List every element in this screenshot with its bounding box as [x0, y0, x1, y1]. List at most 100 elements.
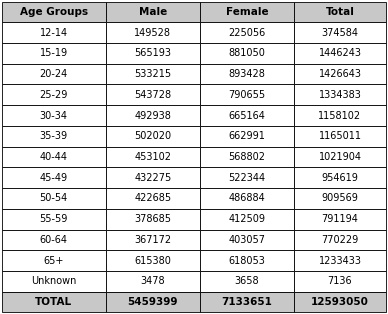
FancyBboxPatch shape [106, 84, 200, 105]
FancyBboxPatch shape [106, 43, 200, 64]
FancyBboxPatch shape [200, 271, 294, 292]
Text: 565193: 565193 [134, 48, 171, 58]
Text: Unknown: Unknown [31, 276, 76, 286]
FancyBboxPatch shape [200, 230, 294, 250]
FancyBboxPatch shape [294, 64, 386, 84]
Text: TOTAL: TOTAL [35, 297, 72, 307]
Text: 1334383: 1334383 [319, 90, 361, 100]
FancyBboxPatch shape [2, 167, 106, 188]
Text: 909569: 909569 [322, 193, 359, 203]
FancyBboxPatch shape [294, 167, 386, 188]
FancyBboxPatch shape [200, 167, 294, 188]
FancyBboxPatch shape [2, 84, 106, 105]
Text: 3478: 3478 [140, 276, 165, 286]
Text: 1446243: 1446243 [319, 48, 362, 58]
Text: 618053: 618053 [229, 256, 265, 266]
FancyBboxPatch shape [2, 147, 106, 167]
Text: 15-19: 15-19 [40, 48, 68, 58]
FancyBboxPatch shape [294, 292, 386, 312]
FancyBboxPatch shape [2, 105, 106, 126]
Text: 30-34: 30-34 [40, 111, 68, 121]
Text: 412509: 412509 [228, 214, 265, 224]
FancyBboxPatch shape [106, 250, 200, 271]
Text: 432275: 432275 [134, 173, 171, 183]
Text: 225056: 225056 [228, 28, 265, 38]
Text: 60-64: 60-64 [40, 235, 68, 245]
Text: 790655: 790655 [228, 90, 265, 100]
FancyBboxPatch shape [294, 271, 386, 292]
FancyBboxPatch shape [200, 209, 294, 230]
FancyBboxPatch shape [294, 126, 386, 147]
Text: 5459399: 5459399 [127, 297, 178, 307]
Text: 1233433: 1233433 [319, 256, 362, 266]
FancyBboxPatch shape [2, 22, 106, 43]
Text: 543728: 543728 [134, 90, 171, 100]
FancyBboxPatch shape [2, 271, 106, 292]
FancyBboxPatch shape [294, 2, 386, 22]
Text: 453102: 453102 [134, 152, 171, 162]
Text: 12-14: 12-14 [40, 28, 68, 38]
Text: 367172: 367172 [134, 235, 171, 245]
FancyBboxPatch shape [106, 271, 200, 292]
FancyBboxPatch shape [200, 250, 294, 271]
FancyBboxPatch shape [106, 230, 200, 250]
Text: 55-59: 55-59 [40, 214, 68, 224]
Text: 35-39: 35-39 [40, 131, 68, 141]
Text: 791194: 791194 [322, 214, 359, 224]
Text: 770229: 770229 [321, 235, 359, 245]
FancyBboxPatch shape [106, 22, 200, 43]
FancyBboxPatch shape [106, 209, 200, 230]
Text: 45-49: 45-49 [40, 173, 68, 183]
Text: 881050: 881050 [229, 48, 265, 58]
Text: Total: Total [326, 7, 354, 17]
Text: 1165011: 1165011 [319, 131, 362, 141]
FancyBboxPatch shape [106, 2, 200, 22]
Text: 615380: 615380 [134, 256, 171, 266]
FancyBboxPatch shape [106, 147, 200, 167]
Text: 50-54: 50-54 [40, 193, 68, 203]
FancyBboxPatch shape [200, 105, 294, 126]
FancyBboxPatch shape [106, 167, 200, 188]
Text: 378685: 378685 [134, 214, 171, 224]
Text: 568802: 568802 [228, 152, 265, 162]
Text: 502020: 502020 [134, 131, 171, 141]
Text: Male: Male [139, 7, 167, 17]
Text: 40-44: 40-44 [40, 152, 68, 162]
FancyBboxPatch shape [2, 2, 106, 22]
FancyBboxPatch shape [106, 292, 200, 312]
FancyBboxPatch shape [294, 84, 386, 105]
FancyBboxPatch shape [200, 64, 294, 84]
Text: 1021904: 1021904 [319, 152, 362, 162]
FancyBboxPatch shape [106, 126, 200, 147]
Text: 7133651: 7133651 [222, 297, 272, 307]
FancyBboxPatch shape [200, 2, 294, 22]
FancyBboxPatch shape [294, 250, 386, 271]
Text: 893428: 893428 [229, 69, 265, 79]
FancyBboxPatch shape [2, 188, 106, 209]
FancyBboxPatch shape [200, 292, 294, 312]
Text: 533215: 533215 [134, 69, 171, 79]
FancyBboxPatch shape [2, 209, 106, 230]
Text: 403057: 403057 [228, 235, 265, 245]
FancyBboxPatch shape [200, 188, 294, 209]
FancyBboxPatch shape [2, 126, 106, 147]
FancyBboxPatch shape [2, 43, 106, 64]
Text: 662991: 662991 [229, 131, 265, 141]
FancyBboxPatch shape [294, 22, 386, 43]
Text: 374584: 374584 [322, 28, 359, 38]
Text: 25-29: 25-29 [40, 90, 68, 100]
Text: 665164: 665164 [229, 111, 265, 121]
FancyBboxPatch shape [294, 105, 386, 126]
Text: Age Groups: Age Groups [20, 7, 88, 17]
FancyBboxPatch shape [106, 188, 200, 209]
FancyBboxPatch shape [200, 126, 294, 147]
Text: Female: Female [225, 7, 268, 17]
Text: 486884: 486884 [229, 193, 265, 203]
FancyBboxPatch shape [106, 64, 200, 84]
FancyBboxPatch shape [200, 84, 294, 105]
FancyBboxPatch shape [2, 64, 106, 84]
FancyBboxPatch shape [200, 43, 294, 64]
Text: 954619: 954619 [322, 173, 359, 183]
FancyBboxPatch shape [200, 22, 294, 43]
Text: 3658: 3658 [234, 276, 259, 286]
